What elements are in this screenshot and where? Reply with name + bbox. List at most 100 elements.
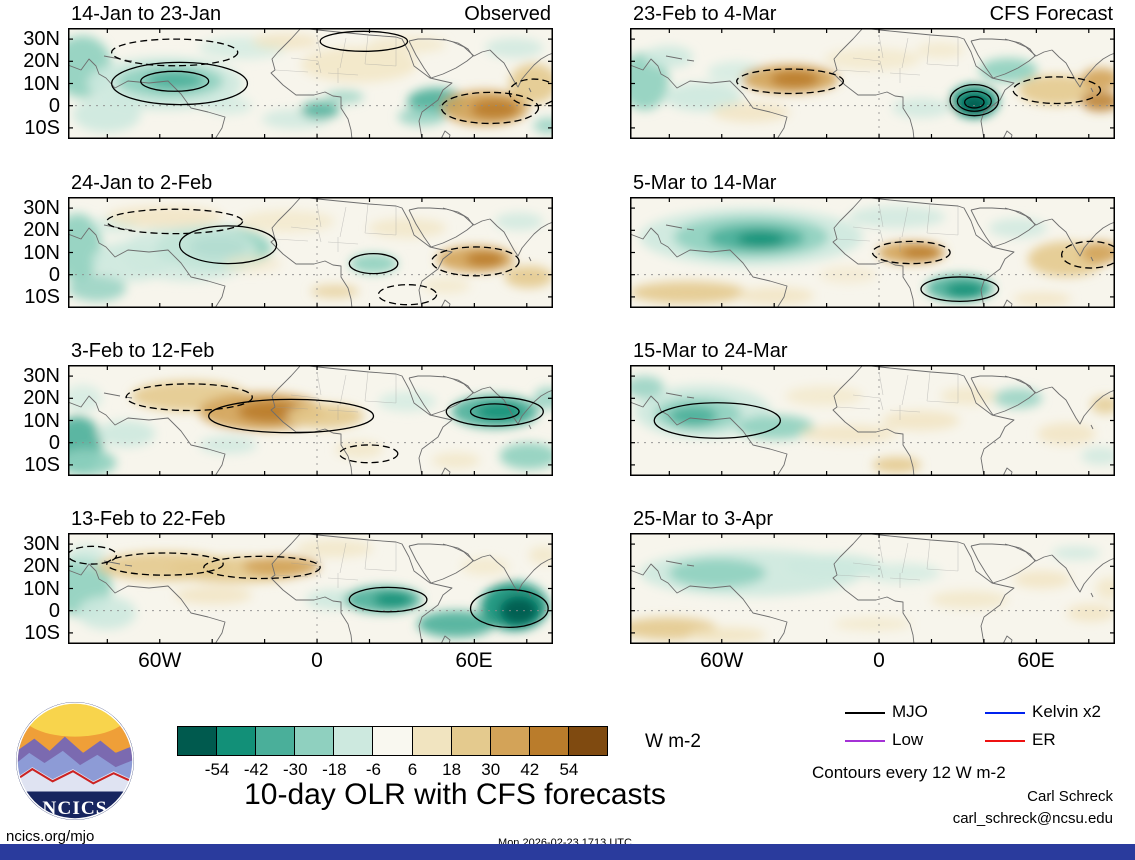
colorbar-segment xyxy=(411,726,452,756)
colorbar-tick-label: 30 xyxy=(481,760,501,779)
anomaly-shading xyxy=(620,546,1125,643)
anomaly-contours xyxy=(125,383,544,464)
lat-tick-label: 0 xyxy=(48,94,60,117)
bottom-blue-bar xyxy=(0,844,1135,860)
map-plot xyxy=(620,532,1125,645)
map-panel: 25-Mar to 3-Apr 60W 0 60E xyxy=(620,508,1125,672)
map-panel: 14-Jan to 23-Jan Observed 30N 20N 10N 0 10S xyxy=(23,3,563,140)
panel-source-label: Observed xyxy=(464,3,551,25)
anomaly-shading xyxy=(630,205,1120,306)
colorbar-tick-label: 6 xyxy=(407,760,418,779)
ncics-logo: NCICS xyxy=(16,702,134,820)
legend-line-kelvin-x2 xyxy=(985,712,1025,714)
lat-tick-label: 10N xyxy=(23,577,60,600)
colorbar-segment xyxy=(216,726,257,756)
colorbar-unit-label: W m-2 xyxy=(645,731,701,752)
map-panel: 13-Feb to 22-Feb 30N 20N 10N 0 10S 60W 0 60E xyxy=(23,508,558,672)
lat-tick-label: 20N xyxy=(23,555,60,578)
colorbar-tick-label: -54 xyxy=(204,760,230,779)
lat-tick-label: 10N xyxy=(23,72,60,95)
map-plot xyxy=(625,364,1120,477)
lat-tick-label: 10S xyxy=(24,116,60,139)
panel-date-range: 24-Jan to 2-Feb xyxy=(71,172,213,194)
map-panel: 3-Feb to 12-Feb 30N 20N 10N 0 10S xyxy=(23,340,563,477)
colorbar: -54 -42 -30 -18 -6 6 18 30 42 54 xyxy=(177,726,609,779)
colorbar-tick-label: 18 xyxy=(442,760,462,779)
coastlines xyxy=(629,196,1116,309)
anomaly-contours xyxy=(736,68,1102,117)
colorbar-segment xyxy=(255,726,296,756)
lat-tick-label: 0 xyxy=(48,599,60,622)
coastlines xyxy=(67,27,554,140)
map-plot xyxy=(53,532,558,645)
contour-legend: MJO Kelvin x2 Low ER xyxy=(840,700,1125,758)
legend-label: Low xyxy=(892,730,924,749)
panel-date-range: 3-Feb to 12-Feb xyxy=(71,340,215,362)
legend-label: Kelvin x2 xyxy=(1032,702,1101,721)
panel-date-range: 14-Jan to 23-Jan xyxy=(71,3,222,25)
lat-tick-label: 20N xyxy=(23,50,60,73)
colorbar-tick-label: -6 xyxy=(365,760,382,779)
panel-date-range: 25-Mar to 3-Apr xyxy=(633,508,774,530)
lon-tick-label: 0 xyxy=(311,649,323,672)
lat-tick-label: 20N xyxy=(23,387,60,410)
lat-tick-label: 30N xyxy=(23,28,60,51)
map-panel: 23-Feb to 4-Mar CFS Forecast xyxy=(620,3,1120,140)
legend-label: MJO xyxy=(892,702,928,721)
map-panel: 5-Mar to 14-Mar xyxy=(629,172,1121,309)
panel-date-range: 5-Mar to 14-Mar xyxy=(633,172,777,194)
lat-tick-label: 0 xyxy=(48,263,60,286)
lat-tick-label: 30N xyxy=(23,197,60,220)
lon-tick-label: 60E xyxy=(455,649,493,672)
author-email: carl_schreck@ncsu.edu xyxy=(952,810,1113,827)
panel-date-range: 23-Feb to 4-Mar xyxy=(633,3,777,25)
lon-tick-label: 60W xyxy=(700,649,744,672)
map-plot xyxy=(620,27,1120,140)
website-url: ncics.org/mjo xyxy=(6,828,95,845)
legend-label: ER xyxy=(1032,730,1056,749)
map-plot xyxy=(53,364,563,477)
contour-interval-note: Contours every 12 W m-2 xyxy=(812,763,1006,782)
lat-tick-label: 30N xyxy=(23,365,60,388)
colorbar-tick-label: -42 xyxy=(243,760,269,779)
lat-tick-label: 10N xyxy=(23,409,60,432)
colorbar-segment xyxy=(528,726,569,756)
lat-tick-label: 30N xyxy=(23,533,60,556)
colorbar-segment xyxy=(294,726,335,756)
legend-line-mjo xyxy=(845,712,885,714)
map-plot xyxy=(53,196,554,309)
map-panel: 15-Mar to 24-Mar xyxy=(625,340,1120,477)
lon-tick-label: 60W xyxy=(138,649,182,672)
colorbar-segment xyxy=(489,726,530,756)
lat-tick-label: 0 xyxy=(48,431,60,454)
colorbar-segment xyxy=(372,726,413,756)
legend-line-er xyxy=(985,740,1025,742)
colorbar-segment xyxy=(333,726,374,756)
colorbar-tick-label: 42 xyxy=(520,760,540,779)
colorbar-tick-label: -18 xyxy=(322,760,347,779)
anomaly-contours xyxy=(67,545,549,629)
panel-date-range: 15-Mar to 24-Mar xyxy=(633,340,788,362)
colorbar-segment xyxy=(450,726,491,756)
colorbar-segment xyxy=(567,726,609,756)
lon-tick-label: 60E xyxy=(1017,649,1055,672)
author-name: Carl Schreck xyxy=(1027,788,1113,805)
map-plot xyxy=(53,27,563,140)
legend-line-low xyxy=(845,740,885,742)
panel-source-label: CFS Forecast xyxy=(989,3,1113,25)
coastlines xyxy=(629,532,1116,645)
lat-tick-label: 10N xyxy=(23,241,60,264)
logo-red-zigzag xyxy=(17,767,133,785)
coastlines xyxy=(67,532,554,645)
anomaly-shading xyxy=(620,42,1120,123)
coastlines xyxy=(67,196,554,309)
panel-date-range: 13-Feb to 22-Feb xyxy=(71,508,226,530)
colorbar-tick-label: -30 xyxy=(282,760,308,779)
anomaly-contours xyxy=(653,402,782,439)
map-panel: 24-Jan to 2-Feb 30N 20N 10N 0 10S xyxy=(23,172,554,309)
logo-text: NCICS xyxy=(42,798,107,819)
colorbar-segment xyxy=(177,726,218,756)
colorbar-tick-label: 54 xyxy=(559,760,579,779)
lat-tick-label: 10S xyxy=(24,285,60,308)
